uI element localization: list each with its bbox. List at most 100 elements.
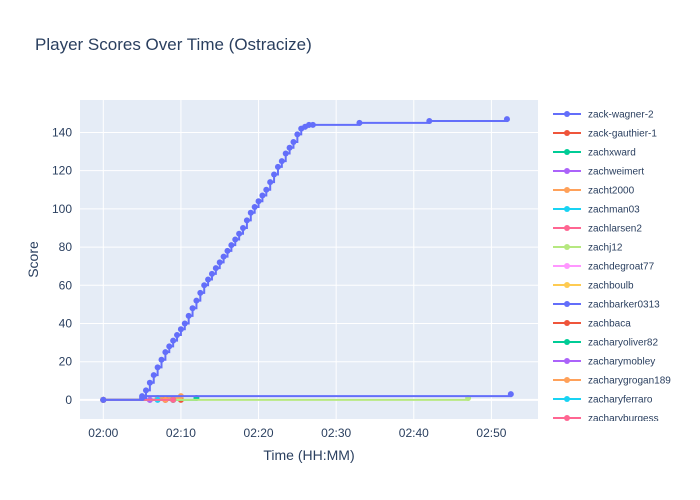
y-tick-label: 120 (52, 164, 72, 178)
data-point (278, 158, 285, 165)
data-point (271, 171, 278, 178)
legend-swatch-marker (564, 377, 570, 383)
data-point (243, 217, 250, 224)
legend-item[interactable]: zachj12 (553, 243, 623, 254)
y-tick-label: 140 (52, 125, 72, 139)
data-point (309, 121, 316, 128)
legend-item[interactable]: zachweimert (553, 167, 644, 178)
legend-item[interactable]: zachbarker0313 (553, 300, 660, 311)
data-point (294, 131, 301, 138)
legend-label: zacharygrogan189 (588, 376, 671, 387)
x-tick-label: 02:10 (166, 426, 196, 440)
series-zack-wagner-2 (100, 116, 510, 403)
data-point (201, 282, 208, 289)
data-point (162, 349, 169, 356)
data-point (259, 192, 266, 199)
legend-swatch-marker (564, 244, 570, 250)
data-point (189, 305, 196, 312)
y-tick-label: 80 (59, 240, 73, 254)
y-tick-label: 40 (59, 316, 73, 330)
x-tick-label: 02:30 (321, 426, 351, 440)
data-point (232, 236, 239, 243)
data-point (208, 270, 215, 277)
legend-swatch-marker (564, 168, 570, 174)
data-point (267, 179, 274, 186)
legend-label: zachman03 (588, 205, 640, 216)
y-tick-labels: 0 20 40 60 80 100 120 140 (52, 125, 72, 406)
legend-item[interactable]: zachxward (553, 148, 636, 159)
legend-item[interactable]: zachdegroat77 (553, 262, 655, 273)
legend-swatch-marker (564, 301, 570, 307)
legend-swatch-marker (564, 225, 570, 231)
data-point (290, 139, 297, 146)
data-point (166, 343, 173, 350)
data-point (197, 289, 204, 296)
legend-label: zack-wagner-2 (588, 110, 654, 121)
data-point (100, 396, 107, 403)
legend-label: zachboulb (588, 281, 634, 292)
data-point (177, 326, 184, 333)
legend-item[interactable]: zachbaca (553, 319, 631, 330)
plot-area (80, 100, 538, 419)
y-tick-label: 60 (59, 278, 73, 292)
x-tick-label: 02:40 (399, 426, 429, 440)
legend-swatch-marker (564, 282, 570, 288)
data-point (426, 118, 433, 125)
legend[interactable]: zack-wagner-2 zack-gauthier-1 zachxward zac… (553, 110, 671, 425)
legend-item[interactable]: zacht2000 (553, 186, 635, 197)
x-tick-label: 02:00 (88, 426, 118, 440)
legend-item[interactable]: zack-gauthier-1 (553, 129, 657, 140)
data-point (205, 276, 212, 283)
legend-swatch-marker (564, 396, 570, 402)
legend-label: zachbaca (588, 319, 631, 330)
y-tick-label: 20 (59, 355, 73, 369)
data-point (146, 379, 153, 386)
data-point (255, 198, 262, 205)
data-point (216, 259, 223, 266)
legend-item[interactable]: zacharyoliver82 (553, 338, 658, 349)
legend-swatch-marker (564, 130, 570, 136)
legend-item[interactable]: zack-wagner-2 (553, 110, 654, 121)
y-tick-label: 100 (52, 202, 72, 216)
data-point (139, 394, 146, 401)
legend-swatch-marker (564, 415, 570, 421)
legend-item[interactable]: zacharymobley (553, 357, 655, 368)
legend-swatch-marker (564, 187, 570, 193)
data-point (142, 387, 149, 394)
data-point (193, 297, 200, 304)
legend-label: zacharyoliver82 (588, 338, 658, 349)
data-point (170, 337, 177, 344)
data-point (220, 253, 227, 260)
legend-swatch-marker (564, 206, 570, 212)
data-point (150, 372, 157, 379)
legend-item[interactable]: zachlarsen2 (553, 224, 642, 235)
data-point (282, 150, 289, 157)
legend-label: zacht2000 (588, 186, 635, 197)
data-point (170, 396, 177, 403)
data-point (274, 163, 281, 170)
x-tick-labels: 02:00 02:10 02:20 02:30 02:40 02:50 (88, 426, 506, 440)
legend-label: zachbarker0313 (588, 300, 660, 311)
legend-item[interactable]: zacharyburgess (553, 414, 659, 425)
legend-label: zack-gauthier-1 (588, 129, 657, 140)
data-point (236, 230, 243, 237)
data-point (356, 119, 363, 126)
legend-item[interactable]: zacharygrogan189 (553, 376, 671, 387)
legend-label: zacharyburgess (588, 414, 659, 425)
legend-label: zacharyferraro (588, 395, 653, 406)
data-point (224, 247, 231, 254)
series-group (100, 116, 514, 403)
legend-item[interactable]: zachboulb (553, 281, 634, 292)
legend-item[interactable]: zachman03 (553, 205, 640, 216)
legend-item[interactable]: zacharyferraro (553, 395, 653, 406)
data-point (212, 265, 219, 272)
y-axis-title: Score (25, 241, 41, 278)
chart-title: Player Scores Over Time (Ostracize) (35, 35, 312, 54)
data-point (251, 203, 258, 210)
data-point (507, 391, 514, 398)
legend-swatch-marker (564, 111, 570, 117)
legend-label: zachlarsen2 (588, 224, 642, 235)
x-axis-title: Time (HH:MM) (263, 447, 354, 463)
data-point (174, 331, 181, 338)
